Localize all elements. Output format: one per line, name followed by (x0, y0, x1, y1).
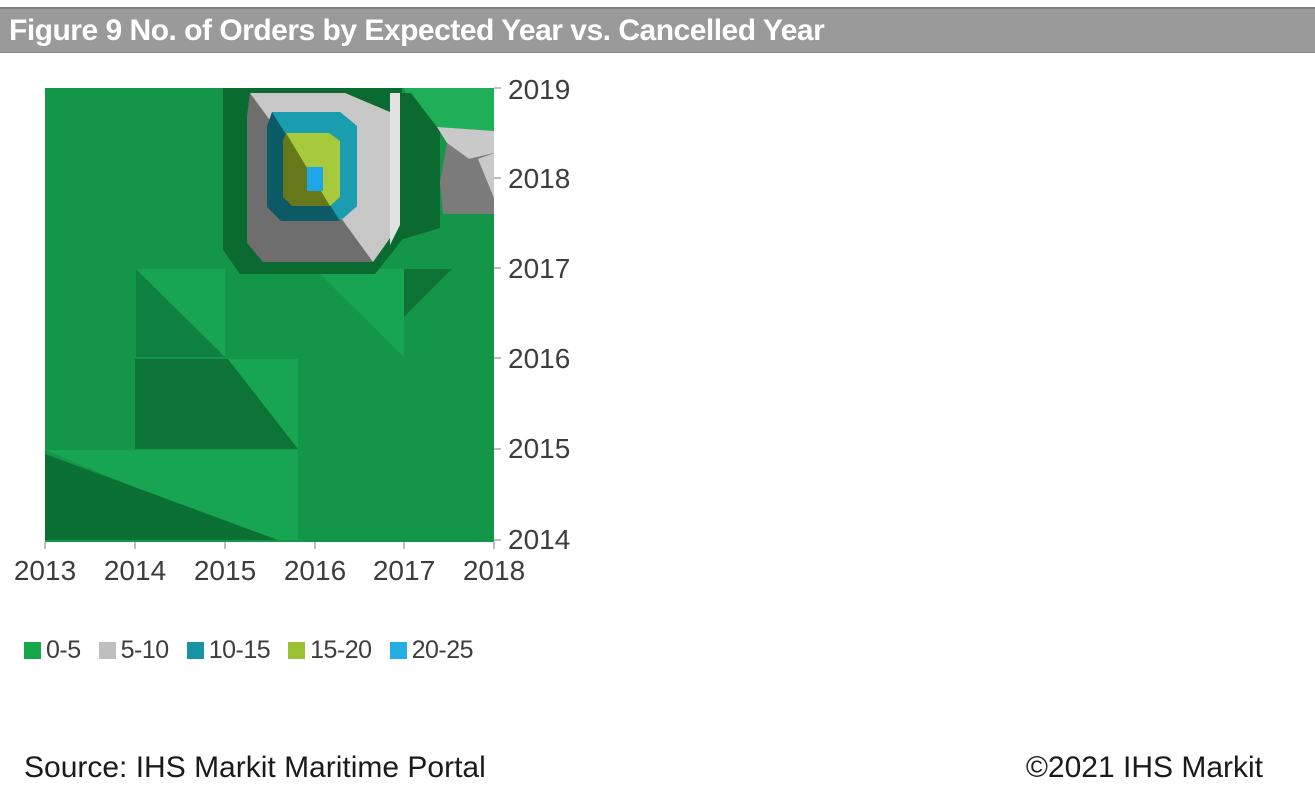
legend-label: 20-25 (411, 636, 474, 664)
legend-item-5-10: 5-10 (98, 636, 170, 664)
chart-footer: Source: IHS Markit Maritime Portal ©2021… (0, 751, 1315, 791)
legend-swatch-icon (98, 642, 116, 659)
legend-label: 5-10 (120, 636, 170, 664)
copyright-notice: ©2021 IHS Markit (1025, 751, 1263, 784)
contour-facet-dark (45, 454, 278, 540)
y-tick-label: 2015 (508, 433, 571, 464)
contour-peak-20-25 (307, 167, 323, 191)
contour-facet-dark (400, 93, 440, 240)
y-tick-label: 2017 (508, 253, 571, 284)
contour-facet-dark (136, 269, 225, 357)
y-tick-label: 2016 (508, 343, 571, 374)
legend-label: 10-15 (208, 636, 271, 664)
figure-title-bar: Figure 9 No. of Orders by Expected Year … (0, 7, 1315, 53)
contour-facet-dark (135, 359, 298, 449)
x-tick-label: 2017 (372, 555, 436, 586)
legend-swatch-icon (389, 642, 407, 659)
legend-label: 0-5 (46, 636, 81, 664)
legend-item-0-5: 0-5 (24, 638, 81, 663)
x-tick-label: 2014 (103, 555, 167, 586)
legend-swatch-icon (186, 642, 204, 659)
contour-facet-bright-green (404, 88, 494, 131)
legend-item-10-15: 10-15 (186, 636, 271, 664)
contour-chart: 2013 2014 2015 2016 2017 2018 2019 2018 … (0, 0, 700, 700)
contour-wedge-5-10-light (437, 127, 494, 159)
contour-facet-light (45, 450, 298, 540)
axis-ticks (44, 87, 501, 549)
contour-facet-light (315, 269, 404, 357)
chart-legend: 0-5 5-10 10-15 15-20 20-25 (24, 636, 474, 664)
legend-swatch-icon (24, 642, 41, 659)
contour-light-sliver (390, 93, 400, 245)
figure-title: Figure 9 No. of Orders by Expected Year … (9, 14, 825, 47)
source-attribution: Source: IHS Markit Maritime Portal (24, 751, 486, 784)
x-tick-label: 2015 (193, 555, 257, 586)
legend-item-20-25: 20-25 (389, 636, 474, 664)
contour-facet-dark (404, 269, 452, 317)
y-tick-label: 2018 (508, 163, 571, 194)
x-tick-label: 2018 (462, 555, 526, 586)
contour-wedge-5-10-light (478, 153, 494, 198)
contour-facet-light (228, 359, 298, 449)
contour-plot-canvas (44, 87, 501, 549)
legend-label: 15-20 (310, 636, 372, 664)
legend-swatch-icon (288, 642, 306, 659)
y-tick-label: 2019 (508, 74, 571, 105)
x-tick-label: 2016 (283, 555, 347, 586)
legend-item-15-20: 15-20 (288, 636, 372, 664)
y-tick-label: 2014 (508, 524, 571, 555)
x-tick-label: 2013 (13, 555, 77, 586)
